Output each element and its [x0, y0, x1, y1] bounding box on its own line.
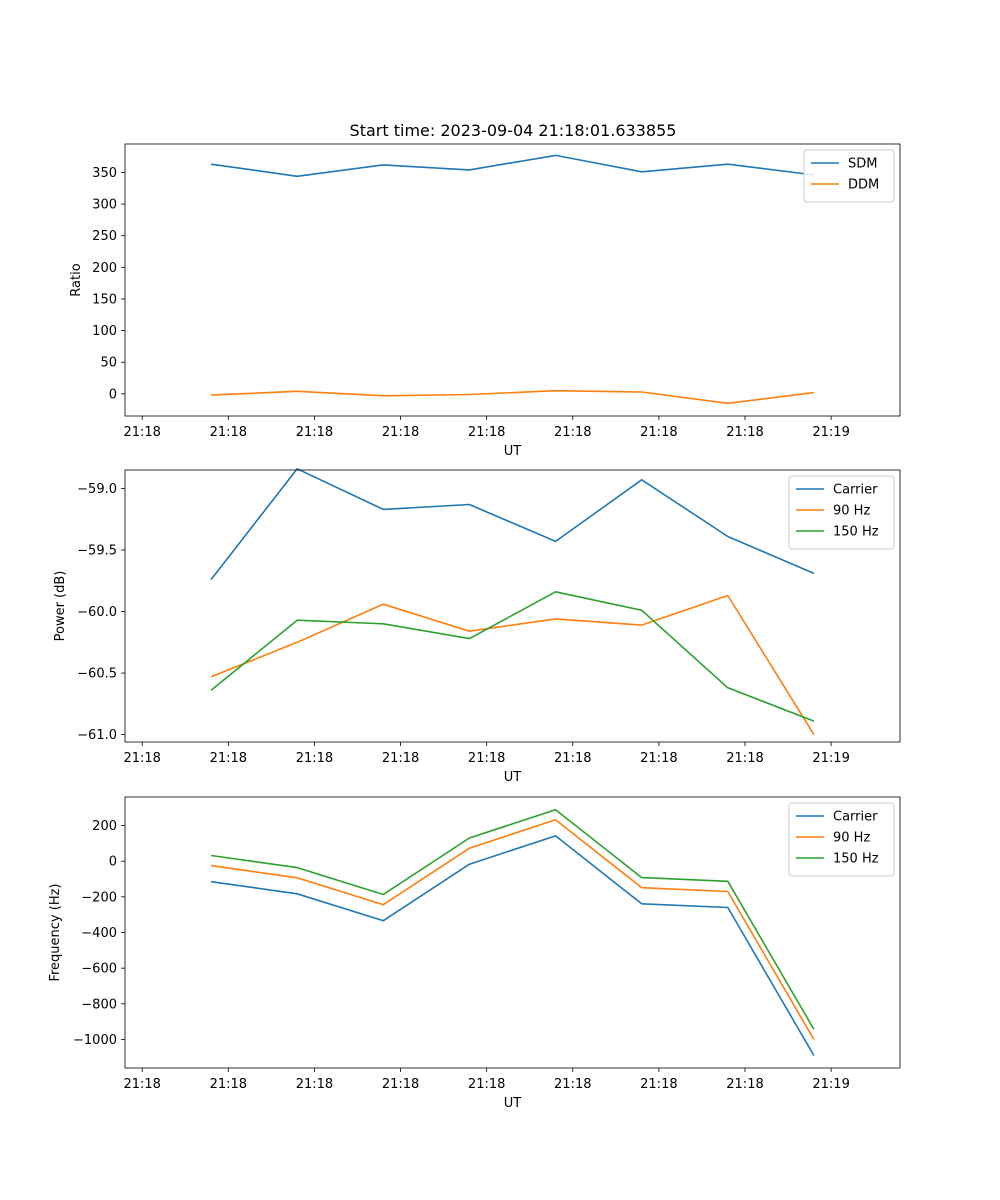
x-tick-label: 21:18: [726, 751, 763, 766]
figure-title: Start time: 2023-09-04 21:18:01.633855: [350, 121, 677, 140]
legend-label: DDM: [848, 178, 879, 193]
y-tick-label: −800: [81, 997, 117, 1012]
chart-panel-2: −61.0 −60.5 −60.0 −59.5 −59.0 21:18 21:18 21:18…: [53, 467, 901, 785]
x-tick-label: 21:18: [382, 425, 419, 440]
y-tick-label: 0: [109, 855, 117, 870]
y-tick-label: 50: [100, 356, 117, 371]
x-tick-label: 21:18: [123, 1077, 160, 1092]
legend: Carrier 90 Hz 150 Hz: [788, 802, 895, 877]
x-tick-label: 21:18: [468, 1077, 505, 1092]
chart-panel-3: −1000 −800 −600 −400 −200 0 200 21:18 21:18 21:18…: [48, 796, 901, 1111]
y-tick-label: −600: [81, 962, 117, 977]
x-tick-label: 21:18: [210, 1077, 247, 1092]
legend: Carrier 90 Hz 150 Hz: [788, 475, 895, 550]
y-tick-label: 100: [92, 324, 117, 339]
x-axis-label: UT: [504, 1096, 522, 1111]
y-axis-label: Power (dB): [53, 571, 68, 642]
panels: 0 50 100 150 200 250 300 350 21:18 21:18 21:18 21:1…: [48, 143, 901, 1111]
series-line-sdm: [210, 154, 814, 178]
y-tick-label: 150: [92, 292, 117, 307]
y-tick-label: 250: [92, 229, 117, 244]
x-tick-label: 21:18: [554, 425, 591, 440]
series-line-ddm: [211, 389, 814, 405]
series-line-90-hz: [210, 594, 815, 736]
x-axis-label: UT: [504, 444, 522, 459]
y-tick-label: 200: [92, 819, 117, 834]
x-tick-label: 21:18: [468, 751, 505, 766]
y-tick-label: 300: [92, 198, 117, 213]
y-tick-label: −200: [81, 890, 117, 905]
x-tick-label: 21:18: [640, 425, 677, 440]
x-tick-label: 21:19: [812, 1077, 849, 1092]
chart-panel-1: 0 50 100 150 200 250 300 350 21:18 21:18 21:18 21:1…: [69, 143, 901, 459]
series-line-150-hz: [210, 590, 815, 722]
legend-label: 150 Hz: [833, 525, 879, 540]
x-tick-label: 21:18: [296, 751, 333, 766]
legend-label: 90 Hz: [833, 831, 870, 846]
series-line-150-hz: [210, 808, 815, 1030]
x-tick-label: 21:18: [640, 751, 677, 766]
x-tick-label: 21:18: [210, 425, 247, 440]
legend-label: SDM: [848, 157, 877, 172]
y-tick-label: −400: [81, 926, 117, 941]
legend-label: 150 Hz: [833, 852, 879, 867]
x-tick-label: 21:18: [726, 1077, 763, 1092]
x-tick-label: 21:18: [554, 1077, 591, 1092]
legend-label: Carrier: [833, 810, 878, 825]
legend-label: 90 Hz: [833, 504, 870, 519]
y-axis-label: Frequency (Hz): [48, 883, 63, 981]
x-tick-label: 21:19: [812, 751, 849, 766]
legend: SDM DDM: [803, 149, 895, 203]
y-tick-label: −61.0: [77, 728, 117, 743]
y-tick-label: 0: [109, 387, 117, 402]
y-tick-label: −1000: [73, 1033, 117, 1048]
x-tick-label: 21:18: [210, 751, 247, 766]
y-tick-label: 350: [92, 166, 117, 181]
x-tick-label: 21:18: [468, 425, 505, 440]
x-tick-label: 21:18: [296, 425, 333, 440]
series-line-carrier: [210, 835, 815, 1056]
x-tick-label: 21:18: [123, 751, 160, 766]
x-tick-label: 21:19: [812, 425, 849, 440]
axes-frame: [124, 796, 901, 1069]
axes-frame: [124, 469, 901, 743]
legend-label: Carrier: [833, 483, 878, 498]
y-tick-label: −59.0: [77, 482, 117, 497]
y-axis-label: Ratio: [69, 263, 84, 296]
x-tick-label: 21:18: [382, 751, 419, 766]
y-tick-label: −59.5: [77, 544, 117, 559]
x-tick-label: 21:18: [123, 425, 160, 440]
x-axis-label: UT: [504, 770, 522, 785]
series-line-carrier: [210, 467, 815, 580]
y-tick-label: −60.0: [77, 605, 117, 620]
x-tick-label: 21:18: [554, 751, 591, 766]
series-line-90-hz: [210, 818, 815, 1040]
x-tick-label: 21:18: [640, 1077, 677, 1092]
x-tick-label: 21:18: [726, 425, 763, 440]
y-tick-label: 200: [92, 261, 117, 276]
y-tick-label: −60.5: [77, 667, 117, 682]
axes-frame: [124, 143, 901, 417]
x-tick-label: 21:18: [382, 1077, 419, 1092]
x-tick-label: 21:18: [296, 1077, 333, 1092]
